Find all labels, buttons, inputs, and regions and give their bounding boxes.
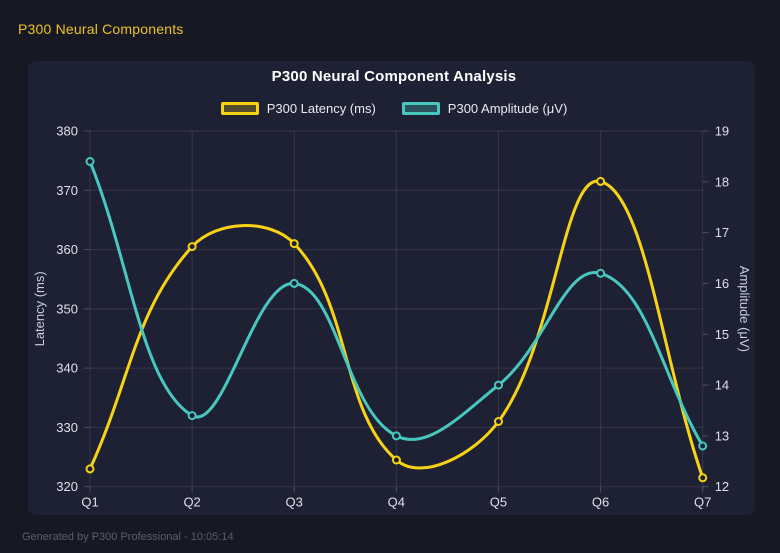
footer-status: Generated by P300 Professional - 10:05:1… (22, 531, 234, 543)
latency-data-point[interactable] (289, 239, 299, 249)
right-axis-tick-label: 15 (715, 327, 729, 342)
right-axis-tick-label: 12 (715, 479, 729, 494)
legend-label: P300 Latency (ms) (266, 101, 376, 116)
legend-item-amplitude[interactable]: P300 Amplitude (μV) (401, 101, 568, 116)
amplitude-data-point[interactable] (187, 411, 197, 421)
amplitude-data-point[interactable] (289, 278, 299, 288)
legend-swatch-icon (220, 102, 259, 115)
left-axis-tick-label: 340 (56, 361, 78, 376)
x-axis-tick-label: Q2 (183, 495, 200, 510)
latency-data-point[interactable] (596, 176, 606, 186)
x-axis-tick-label: Q4 (388, 495, 405, 510)
amplitude-data-point[interactable] (596, 268, 606, 278)
x-axis-tick-label: Q3 (286, 495, 303, 510)
legend-item-latency[interactable]: P300 Latency (ms) (220, 101, 376, 116)
right-axis-tick-label: 18 (715, 174, 729, 189)
legend-label: P300 Amplitude (μV) (447, 101, 568, 116)
amplitude-data-point[interactable] (85, 157, 95, 166)
left-axis-tick-label: 330 (56, 420, 78, 435)
left-axis-title: Latency (ms) (32, 271, 47, 346)
amplitude-data-point[interactable] (391, 431, 401, 441)
right-axis-title: Amplitude (μV) (737, 266, 752, 352)
latency-data-point[interactable] (494, 417, 503, 426)
x-axis-tick-label: Q6 (592, 495, 609, 510)
latency-data-point[interactable] (187, 242, 197, 252)
x-axis-tick-label: Q5 (490, 495, 507, 510)
latency-data-point[interactable] (391, 455, 401, 465)
page-title: P300 Neural Components (18, 21, 184, 37)
left-axis-tick-label: 380 (56, 124, 78, 139)
left-axis-tick-label: 370 (56, 183, 78, 198)
amplitude-data-point[interactable] (698, 441, 708, 451)
right-axis-tick-label: 19 (715, 124, 729, 139)
right-axis-tick-label: 17 (715, 225, 729, 240)
right-axis-tick-label: 14 (715, 378, 729, 393)
right-axis-tick-label: 16 (715, 276, 729, 291)
left-axis-tick-label: 350 (56, 301, 78, 316)
legend-swatch-icon (401, 102, 440, 115)
chart-title: P300 Neural Component Analysis (271, 68, 517, 85)
x-axis-tick-label: Q7 (694, 495, 711, 510)
chart-legend: P300 Latency (ms) P300 Amplitude (μV) (85, 101, 703, 116)
left-axis-tick-label: 320 (56, 479, 78, 494)
amplitude-data-point[interactable] (494, 380, 503, 390)
chart-panel: P300 Neural Component Analysis P300 Late… (28, 61, 755, 515)
latency-data-point[interactable] (698, 473, 708, 483)
latency-data-point[interactable] (85, 464, 95, 474)
chart-canvas[interactable]: 320 330 340 350 360 370 380 12 13 14 15 16 17 18 19 Q1 Q… (28, 61, 755, 515)
left-axis-tick-label: 360 (56, 242, 78, 257)
x-axis-tick-label: Q1 (81, 495, 98, 510)
right-axis-tick-label: 13 (715, 428, 729, 443)
